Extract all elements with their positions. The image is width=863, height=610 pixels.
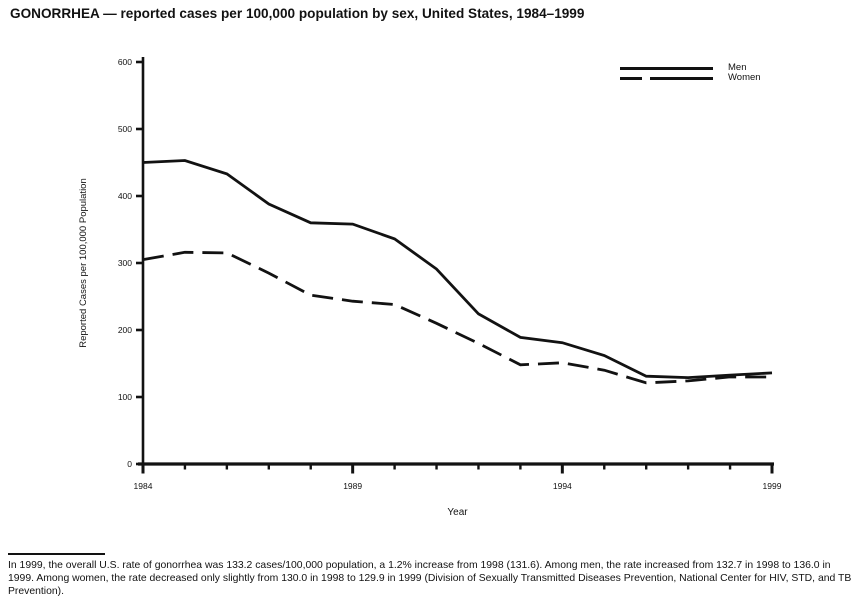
legend-label-women: Women	[728, 72, 761, 83]
footnote-divider	[8, 553, 105, 555]
y-tick-label: 0	[127, 459, 132, 469]
y-axis-label: Reported Cases per 100,000 Population	[78, 178, 89, 348]
x-axis-label: Year	[447, 507, 468, 518]
x-tick-label: 1989	[343, 481, 362, 491]
men-solid-line-swatch	[620, 66, 713, 70]
footnote: In 1999, the overall U.S. rate of gonorr…	[8, 553, 855, 599]
women-dashed-line-swatch	[620, 76, 713, 80]
legend-label-men: Men	[728, 62, 747, 73]
y-tick-label: 300	[118, 258, 132, 268]
line-chart: 0 100 200 300 400 500 600 1984 1989 1994 1999 Year R…	[78, 57, 782, 518]
series-men-line	[142, 159, 773, 380]
x-tick-label: 1984	[134, 481, 153, 491]
legend-item-men: Men	[620, 63, 761, 73]
y-tick-label: 500	[118, 124, 132, 134]
y-tick-label: 100	[118, 392, 132, 402]
legend: Men Women	[620, 63, 761, 83]
series-women-line	[142, 250, 773, 385]
legend-item-women: Women	[620, 73, 761, 83]
y-tick-label: 400	[118, 191, 132, 201]
chart-title: GONORRHEA — reported cases per 100,000 p…	[10, 6, 585, 21]
y-tick-label: 600	[118, 57, 132, 67]
x-tick-label: 1999	[763, 481, 782, 491]
x-tick-label: 1994	[553, 481, 572, 491]
y-tick-label: 200	[118, 325, 132, 335]
footnote-text: In 1999, the overall U.S. rate of gonorr…	[8, 560, 852, 598]
